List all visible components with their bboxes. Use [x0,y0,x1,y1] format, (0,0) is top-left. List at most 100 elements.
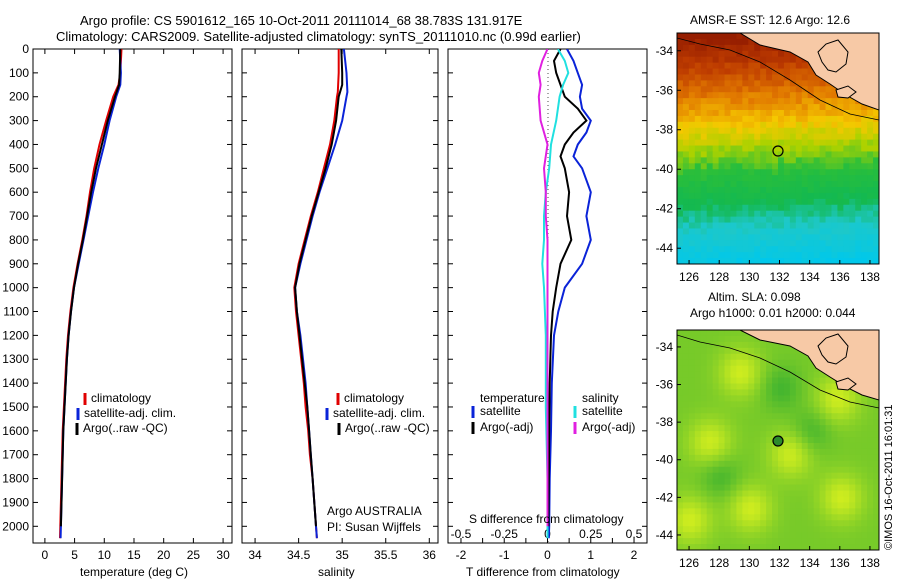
heatmap-cell [772,472,779,480]
heatmap-cell [748,44,755,52]
y-tick-label: 1300 [2,352,29,366]
heatmap-cell [766,365,773,373]
heatmap-cell [783,454,791,462]
heatmap-cell [742,413,749,420]
heatmap-cell [766,204,773,212]
legend-label-satellite: satellite [480,404,521,418]
heatmap-cell [694,92,702,99]
heatmap-cell [789,532,797,539]
heatmap-cell [748,407,755,414]
heatmap-cell [873,110,879,117]
heatmap-cell [772,353,779,361]
heatmap-cell [688,74,696,81]
heatmap-cell [861,448,868,456]
heatmap-cell [730,460,738,468]
heatmap-cell [813,448,821,456]
heatmap-cell [849,181,856,188]
heatmap-cell [772,222,779,230]
heatmap-cell [837,544,844,550]
salinity-diff-legend: salinity satellite Argo(-adj) [573,391,635,434]
heatmap-cell [700,216,708,224]
heatmap-cell [748,38,755,46]
heatmap-cell [778,538,785,545]
heatmap-cell [831,407,839,414]
heatmap-cell [837,460,844,468]
heatmap-cell [831,514,839,521]
heatmap-cell [700,466,708,474]
heatmap-cell [801,210,809,218]
heatmap-cell [712,210,720,218]
heatmap-cell [855,460,862,468]
heatmap-cell [760,466,767,474]
heatmap-cell [855,520,862,527]
heatmap-cell [748,472,755,480]
heatmap-cell [682,234,690,241]
heatmap-cell [730,359,738,367]
heatmap-cell [742,544,749,550]
heatmap-cell [807,98,815,105]
heatmap-cell [867,240,874,247]
heatmap-cell [778,74,785,81]
heatmap-cell [718,86,726,93]
heatmap-cell [706,216,714,224]
heatmap-cell [712,425,720,432]
heatmap-cell [760,163,767,170]
copyright-timestamp: ©IMOS 16-Oct-2011 16:01:31 [883,405,895,550]
temperature-diff-legend: temperature satellite Argo(-adj) [471,391,545,434]
heatmap-cell [849,145,856,153]
heatmap-cell [688,454,696,462]
heatmap-cell [700,484,708,492]
heatmap-cell [819,448,827,456]
heatmap-cell [849,252,856,259]
heatmap-cell [861,508,868,515]
heatmap-cell [837,520,844,527]
heatmap-cell [778,377,785,385]
heatmap-cell [783,377,791,385]
heatmap-cell [837,163,844,170]
heatmap-cell [730,175,738,182]
heatmap-cell [813,104,821,111]
heatmap-cell [873,401,879,408]
heatmap-cell [748,145,755,153]
heatmap-cell [706,169,714,176]
heatmap-cell [724,437,732,444]
heatmap-cell [772,502,779,509]
heatmap-cell [706,210,714,218]
heatmap-cell [682,139,690,147]
heatmap-cell [742,484,749,492]
heatmap-cell [712,496,720,504]
heatmap-cell [760,347,767,355]
heatmap-cell [778,478,785,486]
heatmap-cell [712,538,720,545]
heatmap-cell [694,50,702,58]
heatmap-cell [813,151,821,158]
heatmap-cell [861,437,868,444]
heatmap-cell [795,169,803,176]
heatmap-cell [700,80,708,87]
heatmap-cell [801,389,809,397]
heatmap-cell [736,335,743,343]
heatmap-cell [700,365,708,373]
heatmap-cell [849,466,856,474]
heatmap-cell [789,514,797,521]
heatmap-cell [730,210,738,218]
heatmap-cell [682,407,690,414]
heatmap-cell [825,395,833,402]
heatmap-cell [688,407,696,414]
heatmap-cell [789,127,797,135]
heatmap-cell [677,431,684,438]
heatmap-cell [682,252,690,259]
heatmap-cell [772,98,779,105]
heatmap-cell [849,460,856,468]
heatmap-cell [682,472,690,480]
heatmap-cell [789,86,797,93]
heatmap-cell [730,413,738,420]
heatmap-cell [849,425,856,432]
heatmap-cell [724,181,732,188]
heatmap-cell [831,145,839,153]
heatmap-cell [742,110,749,117]
heatmap-cell [778,115,785,123]
heatmap-cell [730,490,738,498]
heatmap-cell [819,508,827,515]
heatmap-cell [718,407,726,414]
